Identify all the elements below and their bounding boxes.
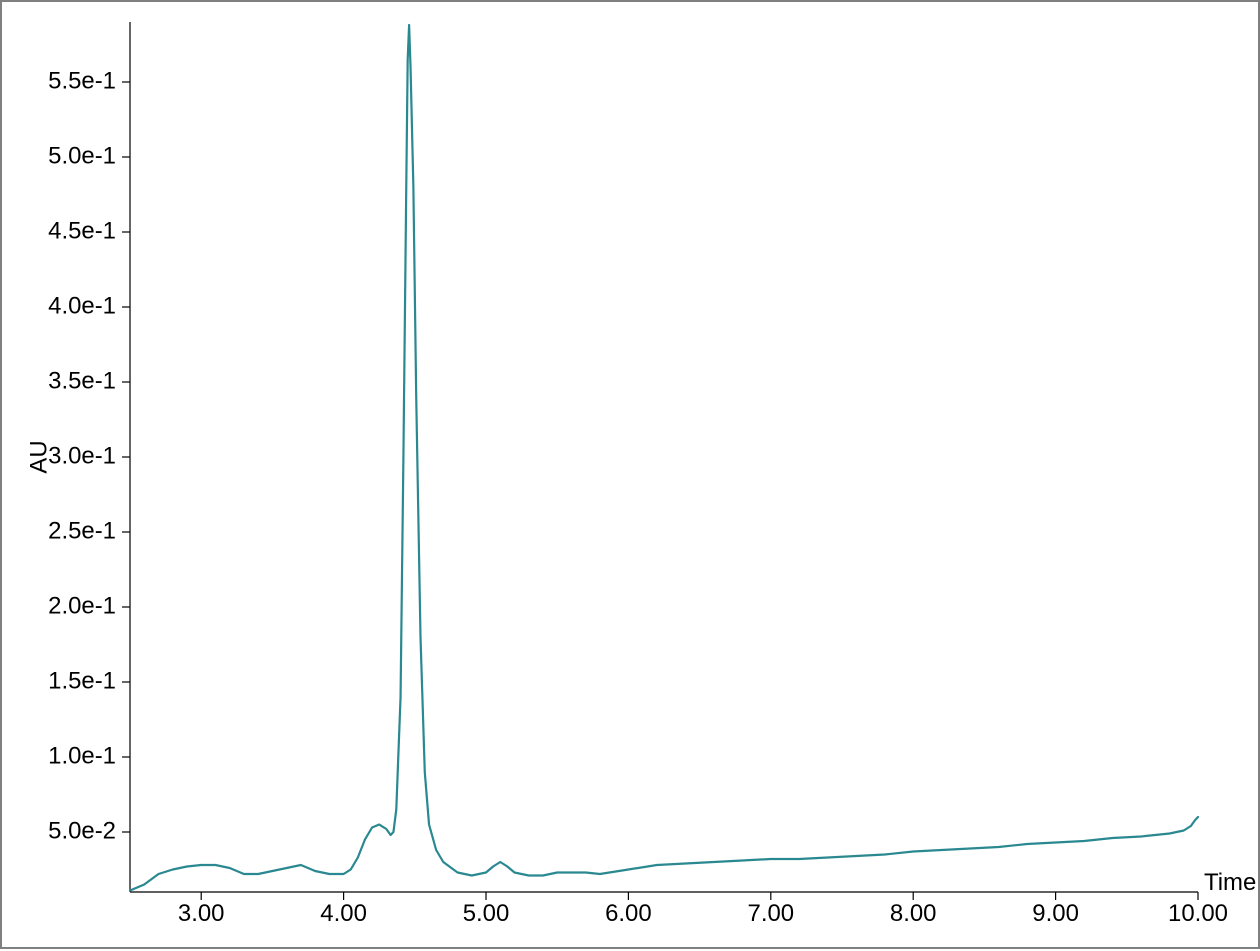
y-axis-title: AU <box>25 440 52 473</box>
x-tick-label: 6.00 <box>605 900 652 927</box>
y-tick-label: 5.0e-2 <box>48 817 116 844</box>
x-tick-label: 5.00 <box>463 900 510 927</box>
x-tick-label: 4.00 <box>320 900 367 927</box>
x-axis-title: Time <box>1204 869 1256 896</box>
y-tick-label: 1.5e-1 <box>48 667 116 694</box>
x-tick-label: 8.00 <box>890 900 937 927</box>
x-tick-label: 9.00 <box>1032 900 1079 927</box>
x-tick-label: 3.00 <box>178 900 225 927</box>
y-tick-label: 2.0e-1 <box>48 592 116 619</box>
y-tick-label: 4.0e-1 <box>48 292 116 319</box>
y-tick-label: 3.5e-1 <box>48 367 116 394</box>
x-tick-label: 10.00 <box>1168 900 1228 927</box>
y-tick-label: 4.5e-1 <box>48 217 116 244</box>
y-tick-label: 1.0e-1 <box>48 742 116 769</box>
chromatogram-trace <box>130 25 1198 891</box>
chart-frame: 5.0e-2 1.0e-1 1.5e-1 2.0e-1 2.5e-1 3.0e-1 3.5e… <box>0 0 1260 949</box>
chromatogram-chart: 5.0e-2 1.0e-1 1.5e-1 2.0e-1 2.5e-1 3.0e-1 3.5e… <box>2 2 1260 951</box>
y-tick-label: 5.5e-1 <box>48 67 116 94</box>
y-tick-label: 5.0e-1 <box>48 142 116 169</box>
y-tick-label: 3.0e-1 <box>48 442 116 469</box>
y-tick-label: 2.5e-1 <box>48 517 116 544</box>
x-tick-label: 7.00 <box>748 900 795 927</box>
